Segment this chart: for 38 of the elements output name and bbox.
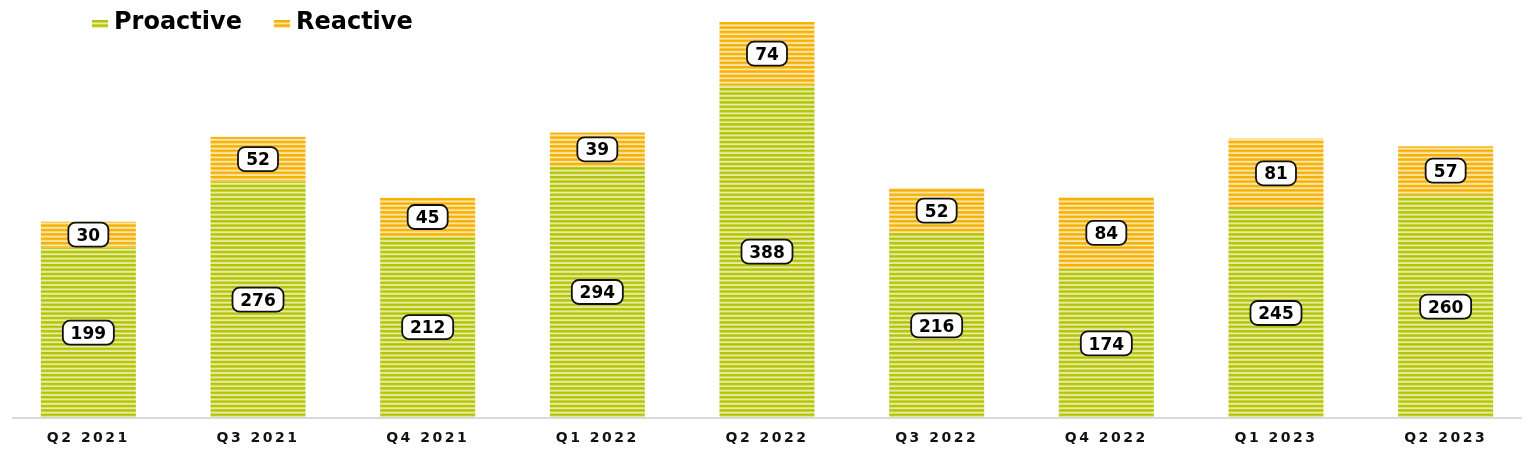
- x-tick-label: Q1 2022: [555, 429, 639, 445]
- x-tick-label: Q2 2021: [46, 429, 130, 445]
- data-label: 81: [1264, 163, 1288, 184]
- data-label: 260: [1427, 296, 1464, 317]
- x-tick-label: Q4 2021: [386, 429, 470, 445]
- data-label: 45: [415, 207, 440, 228]
- bar: [549, 166, 645, 418]
- bar: [889, 232, 985, 418]
- data-label: 39: [585, 139, 610, 160]
- x-tick-label: Q4 2022: [1064, 429, 1148, 445]
- bar: [1398, 195, 1494, 418]
- bar: [1058, 268, 1154, 418]
- legend-label: Proactive: [114, 6, 242, 35]
- x-tick-label: Q3 2022: [895, 429, 979, 445]
- data-label: 57: [1433, 160, 1458, 181]
- bar: [380, 236, 476, 418]
- x-tick-label: Q2 2022: [725, 429, 809, 445]
- data-label: 30: [76, 224, 101, 245]
- bar: [210, 181, 306, 418]
- x-tick-label: Q1 2023: [1234, 429, 1318, 445]
- data-label: 245: [1258, 303, 1294, 324]
- legend-label: Reactive: [295, 6, 413, 35]
- data-label: 174: [1088, 333, 1125, 354]
- data-label: 199: [70, 322, 107, 343]
- x-tick-label: Q3 2021: [216, 429, 300, 445]
- data-label: 276: [240, 289, 276, 310]
- data-label: 84: [1094, 222, 1119, 243]
- data-label: 52: [924, 200, 949, 221]
- data-label: 212: [409, 317, 446, 338]
- data-label: 294: [579, 282, 616, 303]
- bar: [1228, 208, 1324, 418]
- x-tick-label: Q2 2023: [1404, 429, 1488, 445]
- data-label: 74: [755, 43, 779, 64]
- data-label: 216: [918, 315, 955, 336]
- bar: [719, 85, 815, 418]
- bar: [40, 247, 136, 418]
- data-label: 52: [246, 149, 270, 170]
- data-label: 388: [749, 241, 785, 262]
